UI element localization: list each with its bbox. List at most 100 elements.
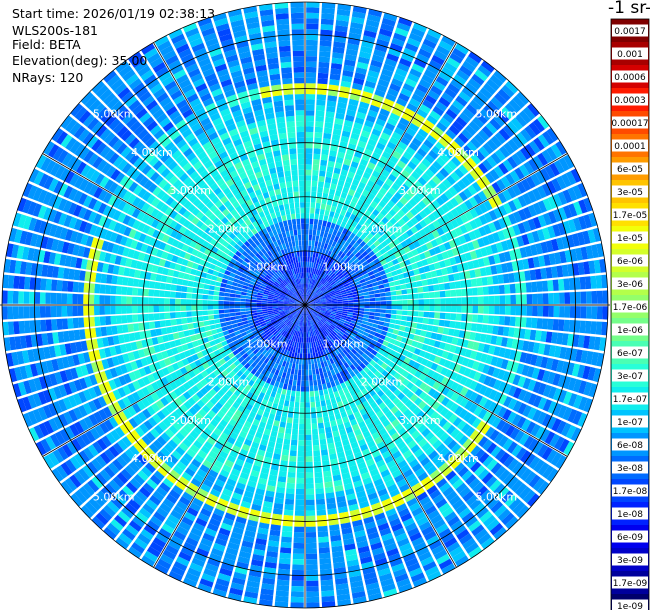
beta-gate — [588, 260, 596, 274]
beta-gate — [479, 87, 493, 100]
beta-gate — [308, 297, 313, 302]
beta-gate — [321, 278, 326, 284]
beta-gate — [570, 168, 582, 183]
beta-gate — [458, 330, 466, 339]
beta-gate — [379, 155, 389, 165]
beta-gate — [305, 510, 316, 517]
beta-gate — [511, 184, 522, 196]
beta-gate — [281, 388, 287, 395]
beta-gate — [443, 148, 454, 159]
beta-gate — [565, 425, 577, 439]
beta-gate — [224, 313, 231, 318]
beta-gate — [418, 252, 426, 260]
beta-gate — [528, 140, 541, 154]
beta-gate — [461, 86, 475, 99]
beta-gate — [347, 206, 354, 214]
beta-gate — [307, 342, 310, 349]
beta-gate — [493, 254, 501, 264]
beta-gate — [441, 224, 450, 234]
beta-gate — [202, 315, 209, 321]
beta-gate — [346, 275, 352, 281]
beta-gate — [402, 378, 410, 387]
beta-gate — [369, 330, 376, 336]
beta-gate — [450, 289, 457, 297]
beta-gate — [596, 306, 603, 320]
beta-gate — [584, 276, 592, 290]
beta-gate — [401, 315, 408, 321]
beta-gate — [434, 291, 441, 298]
beta-gate — [355, 343, 362, 349]
beta-gate — [311, 186, 317, 192]
beta-gate — [394, 263, 401, 270]
beta-gate — [369, 133, 380, 142]
beta-gate — [488, 210, 498, 221]
beta-gate — [320, 154, 329, 161]
beta-gate — [410, 184, 420, 194]
beta-gate — [413, 268, 420, 276]
beta-gate — [509, 316, 516, 327]
beta-gate — [313, 461, 322, 468]
beta-gate — [412, 293, 419, 299]
beta-gate — [314, 126, 323, 133]
beta-gate — [349, 166, 357, 174]
beta-gate — [320, 444, 328, 451]
beta-gate — [535, 426, 546, 440]
beta-gate — [317, 314, 323, 319]
beta-gate — [525, 176, 536, 189]
beta-gate — [405, 237, 413, 246]
beta-gate — [352, 156, 361, 164]
beta-gate — [316, 504, 326, 511]
beta-gate — [463, 188, 473, 199]
beta-gate — [337, 303, 343, 305]
beta-gate — [531, 367, 540, 380]
beta-gate — [391, 131, 402, 141]
beta-gate — [375, 297, 381, 301]
beta-gate — [440, 407, 449, 417]
beta-gate — [305, 142, 313, 149]
beta-gate — [295, 488, 305, 495]
beta-gate — [494, 132, 507, 145]
beta-gate — [543, 344, 551, 356]
beta-gate — [518, 164, 530, 177]
beta-gate — [355, 321, 362, 327]
beta-gate — [305, 294, 307, 300]
beta-gate — [290, 439, 298, 446]
beta-gate — [367, 138, 377, 147]
beta-gate — [462, 339, 469, 348]
beta-gate — [261, 305, 268, 308]
beta-gate — [245, 310, 252, 315]
beta-gate — [572, 410, 583, 425]
beta-gate — [307, 283, 310, 290]
beta-gate — [394, 127, 405, 136]
beta-gate — [402, 223, 410, 232]
beta-gate — [401, 214, 410, 223]
beta-gate — [350, 184, 358, 192]
beta-gate — [339, 258, 345, 265]
beta-gate — [349, 239, 356, 246]
beta-gate — [430, 85, 443, 96]
beta-gate — [376, 38, 390, 48]
beta-gate — [306, 283, 309, 289]
beta-gate — [416, 190, 426, 200]
beta-gate — [316, 498, 326, 505]
beta-gate — [381, 103, 393, 112]
beta-gate — [486, 78, 500, 92]
beta-gate — [435, 141, 446, 152]
beta-gate — [358, 313, 364, 318]
beta-gate — [539, 168, 551, 182]
beta-gate — [430, 270, 438, 278]
beta-gate — [333, 195, 340, 202]
beta-gate — [404, 277, 411, 284]
beta-gate — [311, 363, 315, 370]
beta-gate — [342, 307, 349, 310]
beta-gate — [337, 299, 343, 302]
beta-gate — [483, 296, 489, 305]
beta-gate — [338, 96, 348, 104]
beta-gate — [323, 314, 330, 319]
beta-gate — [392, 345, 399, 352]
beta-gate — [309, 347, 313, 354]
beta-gate — [461, 176, 471, 187]
beta-gate — [478, 373, 487, 384]
beta-gate — [389, 112, 400, 122]
beta-gate — [335, 207, 342, 214]
